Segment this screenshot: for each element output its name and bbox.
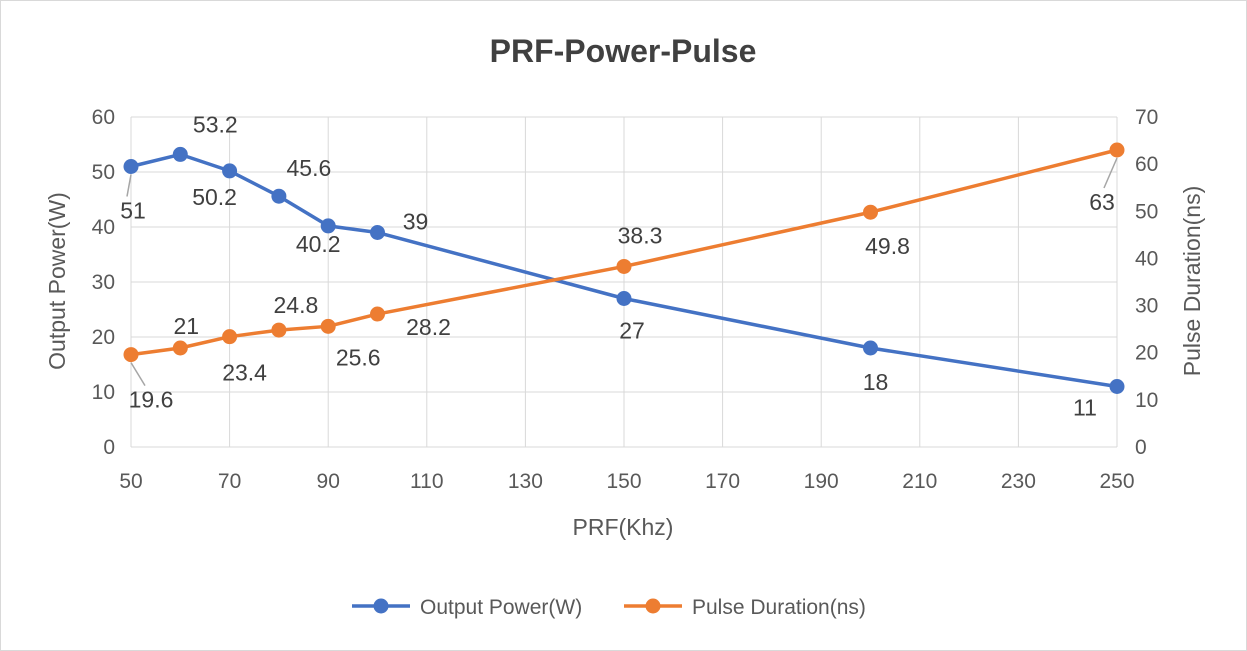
- data-label: 39: [403, 209, 429, 235]
- data-label: 53.2: [193, 111, 238, 137]
- y-left-tick-label: 20: [92, 326, 115, 349]
- data-label: 50.2: [192, 184, 237, 210]
- data-point: [863, 340, 878, 356]
- x-tick-label: 250: [1099, 470, 1134, 493]
- data-point: [271, 188, 287, 204]
- x-tick-label: 210: [902, 470, 937, 493]
- x-tick-label: 230: [1001, 470, 1036, 493]
- data-point: [370, 225, 385, 240]
- data-point: [123, 159, 139, 174]
- legend-label: Output Power(W): [420, 596, 582, 619]
- label-leader-line: [126, 174, 132, 197]
- y-left-tick-label: 50: [92, 161, 115, 184]
- label-leader-line: [130, 362, 146, 386]
- data-point: [1109, 379, 1125, 394]
- y-axis-left-title: Output Power(W): [44, 192, 70, 370]
- data-label: 51: [120, 198, 146, 224]
- y-right-tick-label: 30: [1135, 295, 1158, 318]
- x-tick-label: 110: [410, 470, 443, 493]
- data-label: 28.2: [406, 314, 451, 340]
- data-label: 11: [1073, 395, 1097, 421]
- y-left-tick-label: 60: [92, 106, 115, 129]
- y-right-tick-label: 50: [1135, 200, 1158, 223]
- data-point: [616, 258, 632, 274]
- y-left-tick-label: 30: [92, 271, 115, 294]
- data-label: 63: [1089, 189, 1115, 215]
- data-point: [1109, 142, 1125, 158]
- data-labels: 51 53.2 50.2 45.6 40.2 39 27 18 11 19.6 21 23.4 24.8…: [120, 111, 1118, 421]
- x-tick-label: 70: [218, 470, 241, 493]
- series-layer: [123, 142, 1125, 394]
- data-point: [222, 329, 238, 345]
- x-tick-label: 130: [508, 470, 543, 493]
- y-left-tick-label: 10: [92, 381, 115, 404]
- y-right-tick-label: 0: [1135, 436, 1147, 459]
- y-left-tick-label: 40: [92, 216, 115, 239]
- data-label: 38.3: [618, 222, 663, 248]
- data-point: [172, 340, 188, 356]
- y-right-tick-label: 20: [1135, 342, 1158, 365]
- legend: Output Power(W) Pulse Duration(ns): [352, 596, 866, 619]
- data-label: 18: [863, 369, 889, 395]
- data-label: 19.6: [129, 387, 174, 413]
- data-point: [320, 318, 336, 334]
- chart-title: PRF-Power-Pulse: [490, 33, 757, 69]
- data-label: 23.4: [222, 360, 267, 386]
- label-leader-line: [1103, 157, 1118, 189]
- data-label: 21: [174, 313, 200, 339]
- data-label: 24.8: [274, 292, 319, 318]
- y-right-tick-label: 70: [1135, 106, 1158, 129]
- data-point: [616, 291, 632, 306]
- data-point: [320, 218, 336, 234]
- data-point: [863, 204, 878, 220]
- data-label: 25.6: [336, 344, 381, 370]
- data-point: [370, 306, 385, 322]
- legend-marker: [645, 598, 661, 614]
- data-point: [222, 163, 238, 179]
- x-tick-label: 170: [705, 470, 740, 493]
- y-right-tick-label: 60: [1135, 153, 1158, 176]
- data-point: [123, 347, 139, 363]
- y-right-tick-label: 10: [1135, 389, 1158, 412]
- data-point: [172, 146, 188, 162]
- x-tick-label: 150: [606, 470, 641, 493]
- x-axis-title: PRF(Khz): [573, 514, 674, 540]
- x-tick-label: 90: [317, 470, 340, 493]
- y-axis-right-title: Pulse Duration(ns): [1179, 186, 1205, 376]
- data-label: 45.6: [287, 155, 332, 181]
- x-tick-label: 50: [119, 470, 142, 493]
- data-point: [271, 322, 287, 338]
- data-label: 49.8: [865, 233, 910, 259]
- y-left-tick-label: 0: [103, 436, 115, 459]
- data-label: 27: [619, 318, 645, 344]
- data-label: 40.2: [296, 231, 341, 257]
- y-right-tick-label: 40: [1135, 247, 1158, 270]
- axes: 50 70 90 110 130 150 170 190 210 230 2500102030405…: [92, 106, 1159, 493]
- gridlines: [130, 116, 1118, 448]
- legend-marker: [373, 598, 389, 614]
- legend-label: Pulse Duration(ns): [692, 596, 866, 619]
- x-tick-label: 190: [804, 470, 839, 493]
